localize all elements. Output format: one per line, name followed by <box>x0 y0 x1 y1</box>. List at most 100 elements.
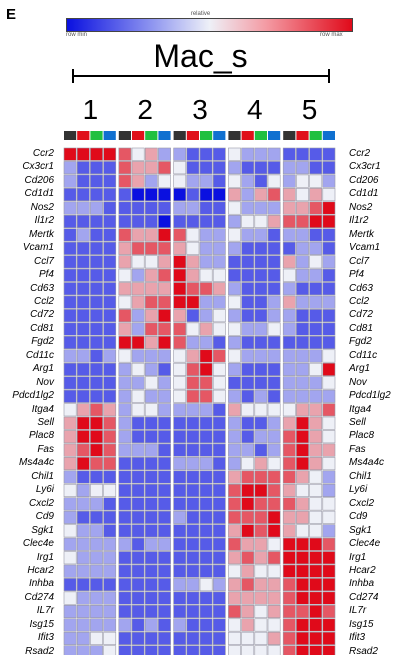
heatmap-cell <box>63 201 77 215</box>
heatmap-cell <box>131 349 145 363</box>
heatmap-cell <box>282 524 296 538</box>
cluster-number: 1 <box>82 94 99 125</box>
heatmap-cell <box>199 255 213 269</box>
heatmap-cell <box>90 631 103 645</box>
heatmap-cell <box>309 241 323 255</box>
heatmap-cell <box>173 443 187 457</box>
heatmap-cell <box>90 537 103 551</box>
heatmap-cell <box>282 228 296 242</box>
heatmap-cell <box>241 457 255 471</box>
heatmap-cell <box>158 147 171 161</box>
heatmap-cell <box>90 443 103 457</box>
heatmap-cell <box>282 322 296 336</box>
heatmap-cell <box>186 161 200 175</box>
heatmap-cell <box>212 282 226 296</box>
heatmap-cell <box>103 295 117 309</box>
heatmap-cell <box>309 564 323 578</box>
heatmap-cell <box>76 416 90 430</box>
gene-label-right: Ms4a4c <box>349 457 385 469</box>
heatmap-cell <box>76 510 90 524</box>
heatmap-cell <box>63 349 77 363</box>
heatmap-cell <box>144 349 158 363</box>
heatmap-cell <box>63 470 77 484</box>
heatmap-cell <box>322 457 336 471</box>
heatmap-cell <box>254 551 268 565</box>
heatmap-cell <box>76 403 90 417</box>
heatmap-cell <box>241 537 255 551</box>
heatmap-cell <box>228 214 241 228</box>
heatmap-cell <box>144 604 158 619</box>
gene-label-right: Rsad2 <box>349 645 378 657</box>
heatmap-cell <box>241 524 255 538</box>
heatmap-cell <box>267 591 281 605</box>
heatmap-cell <box>186 376 200 390</box>
heatmap-cell <box>118 483 132 497</box>
heatmap-cell <box>228 309 241 323</box>
heatmap-cell <box>131 578 145 592</box>
heatmap-cell <box>322 631 336 645</box>
heatmap-cell <box>267 255 281 269</box>
sample-color-1 <box>64 131 77 140</box>
heatmap-cell <box>158 604 171 619</box>
heatmap-cell <box>144 295 158 309</box>
heatmap-cell <box>267 403 281 417</box>
gene-label-left: Plac8 <box>28 430 54 442</box>
heatmap-cell <box>199 322 213 336</box>
heatmap-cell <box>118 188 132 202</box>
heatmap-cell <box>322 497 336 511</box>
heatmap-cell <box>63 376 77 390</box>
heatmap-cell <box>76 268 90 282</box>
heatmap-cell <box>90 403 103 417</box>
heatmap-cell <box>254 443 268 457</box>
gene-label-right: Inhba <box>349 578 375 590</box>
sample-color-5 <box>118 131 131 140</box>
gene-label-right: Nos2 <box>349 201 373 213</box>
heatmap-cell <box>309 510 323 524</box>
heatmap-cell <box>267 483 281 497</box>
heatmap-cell <box>199 564 213 578</box>
heatmap-cell <box>254 470 268 484</box>
heatmap-cell <box>144 362 158 376</box>
gene-label-left: Hcar2 <box>27 564 54 576</box>
heatmap-cell <box>131 228 145 242</box>
heatmap-cell <box>212 389 226 403</box>
heatmap-cell <box>103 631 117 645</box>
heatmap-cell <box>173 349 187 363</box>
heatmap-cell <box>173 631 187 645</box>
heatmap-cell <box>282 457 296 471</box>
heatmap-cell <box>199 268 213 282</box>
heatmap-cell <box>267 147 281 161</box>
heatmap-cell <box>131 618 145 632</box>
heatmap-cell <box>158 268 171 282</box>
heatmap-cell <box>90 174 103 188</box>
heatmap-cell <box>90 578 103 592</box>
heatmap-cell <box>254 510 268 524</box>
heatmap-cell <box>173 214 187 228</box>
gene-label-right: Pf4 <box>349 269 365 281</box>
heatmap-cell <box>267 309 281 323</box>
gene-label-right: Clec4e <box>349 538 381 550</box>
heatmap-cell <box>144 188 158 202</box>
heatmap-cell <box>322 578 336 592</box>
heatmap-cell <box>199 201 213 215</box>
heatmap-cell <box>241 309 255 323</box>
heatmap-cell <box>63 578 77 592</box>
heatmap-cell <box>103 188 117 202</box>
heatmap-cell <box>254 268 268 282</box>
heatmap-cell <box>228 322 241 336</box>
heatmap-cell <box>267 322 281 336</box>
heatmap-cell <box>186 564 200 578</box>
heatmap-cell <box>186 430 200 444</box>
gene-label-right: Ccr2 <box>349 148 371 159</box>
heatmap-cell <box>90 457 103 471</box>
heatmap-cell <box>322 645 336 655</box>
heatmap-cell <box>212 201 226 215</box>
heatmap-cell <box>254 389 268 403</box>
heatmap-cell <box>199 510 213 524</box>
heatmap-cell <box>241 403 255 417</box>
heatmap-cell <box>212 255 226 269</box>
heatmap-cell <box>199 295 213 309</box>
heatmap-cell <box>90 618 103 632</box>
heatmap-cell <box>131 188 145 202</box>
heatmap-cell <box>173 604 187 619</box>
